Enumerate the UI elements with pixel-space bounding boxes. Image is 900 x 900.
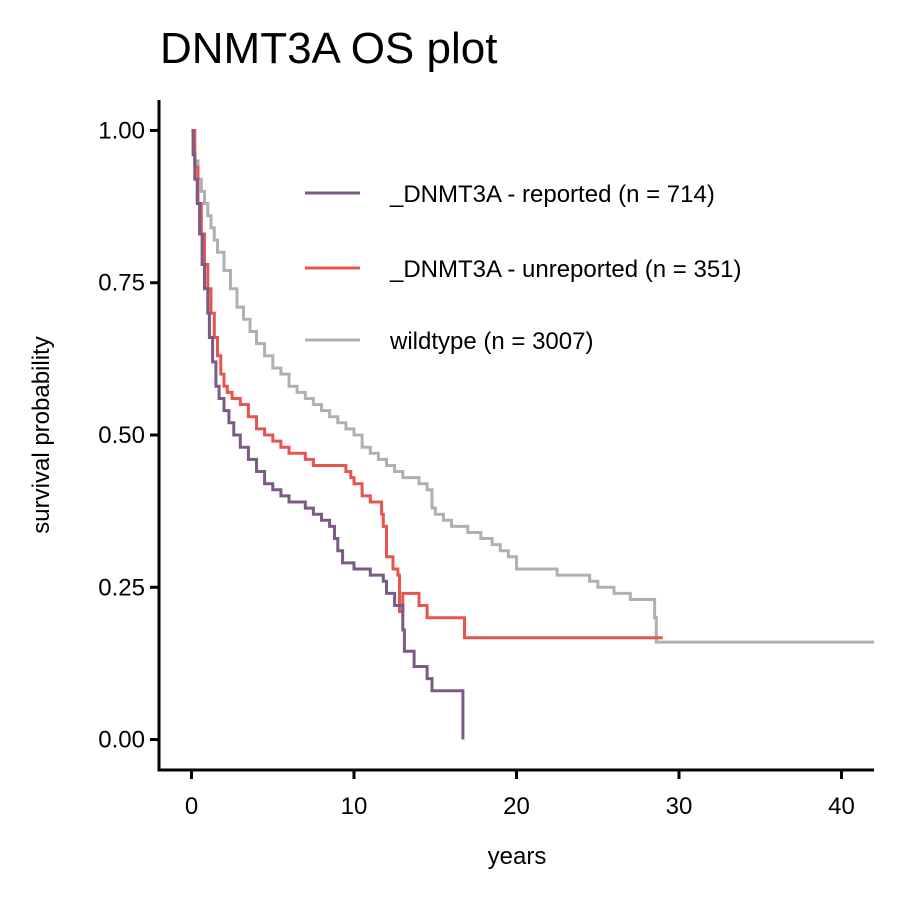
series-line-1: [191, 129, 663, 640]
legend-label: wildtype (n = 3007): [389, 328, 593, 355]
chart-title: DNMT3A OS plot: [160, 24, 497, 73]
y-tick-label: 0.50: [98, 422, 145, 449]
legend-entry: _DNMT3A - reported (n = 714): [305, 181, 715, 208]
x-tick-label: 10: [341, 793, 368, 820]
legend-label: _DNMT3A - reported (n = 714): [389, 181, 715, 208]
x-tick-label: 30: [666, 793, 693, 820]
y-axis: 0.00 0.25 0.50 0.75 1.00: [98, 100, 161, 772]
x-tick-label: 40: [828, 793, 855, 820]
y-tick-label: 0.75: [98, 270, 145, 297]
x-axis-title: years: [488, 843, 547, 870]
legend: _DNMT3A - reported (n = 714) _DNMT3A - un…: [305, 181, 742, 355]
series-line-0: [191, 129, 465, 740]
y-tick-label: 0.00: [98, 727, 145, 754]
series-line-2: [191, 129, 874, 644]
legend-label: _DNMT3A - unreported (n = 351): [389, 256, 742, 283]
series-layer: [191, 129, 874, 740]
x-axis: 0 10 20 30 40: [157, 768, 874, 820]
x-tick-label: 0: [185, 793, 198, 820]
legend-entry: wildtype (n = 3007): [305, 328, 593, 355]
y-tick-label: 0.25: [98, 574, 145, 601]
legend-entry: _DNMT3A - unreported (n = 351): [305, 256, 742, 283]
x-tick-label: 20: [503, 793, 530, 820]
y-tick-label: 1.00: [98, 117, 145, 144]
y-axis-title: survival probability: [28, 336, 55, 533]
